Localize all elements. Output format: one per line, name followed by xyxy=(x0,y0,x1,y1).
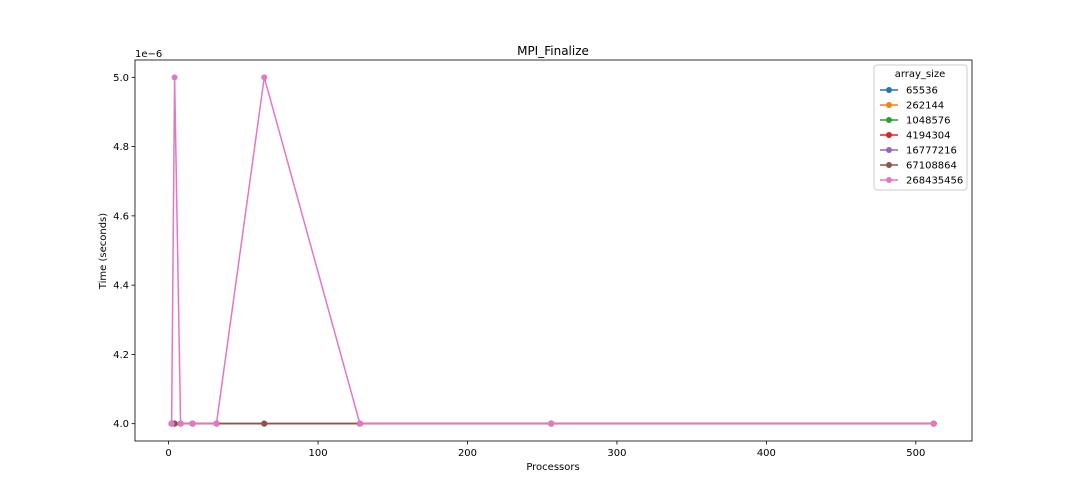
x-tick-label: 400 xyxy=(757,448,776,459)
legend-item: 67108864 xyxy=(880,161,957,172)
legend-label: 65536 xyxy=(906,86,938,97)
data-point xyxy=(171,74,178,81)
y-tick-label: 4.0 xyxy=(113,419,129,430)
y-tick-label: 4.6 xyxy=(113,211,129,222)
y-tick-label: 4.8 xyxy=(113,142,129,153)
x-axis-label: Processors xyxy=(526,462,579,473)
chart-title: MPI_Finalize xyxy=(517,44,589,58)
legend-marker xyxy=(886,147,892,153)
series-268435456 xyxy=(168,74,937,427)
legend-label: 1048576 xyxy=(906,116,951,127)
data-point xyxy=(189,420,196,427)
x-tick-label: 200 xyxy=(458,448,477,459)
x-tick-label: 0 xyxy=(165,448,171,459)
legend-item: 268435456 xyxy=(880,176,963,187)
legend-marker xyxy=(886,132,892,138)
legend-item: 262144 xyxy=(880,101,944,112)
legend-label: 67108864 xyxy=(906,161,957,172)
legend-marker xyxy=(886,102,892,108)
y-tick-label: 4.4 xyxy=(113,281,129,292)
legend-item: 65536 xyxy=(880,86,938,97)
legend-marker xyxy=(886,117,892,123)
legend: array_size 65536 262144 1048576 4194304 1677… xyxy=(873,64,968,191)
data-point xyxy=(168,420,175,427)
x-tick-label: 300 xyxy=(607,448,626,459)
y-axis-label: Time (seconds) xyxy=(98,213,109,290)
data-point xyxy=(356,420,363,427)
legend-item: 1048576 xyxy=(880,116,951,127)
legend-box xyxy=(873,64,968,191)
legend-title: array_size xyxy=(895,69,946,80)
data-point xyxy=(177,420,184,427)
legend-marker xyxy=(886,162,892,168)
y-tick-label: 5.0 xyxy=(113,73,129,84)
legend-item: 4194304 xyxy=(880,131,951,142)
y-axis-ticks: 4.0 4.2 4.4 4.6 4.8 5.0 xyxy=(113,73,135,430)
y-tick-label: 4.2 xyxy=(113,350,129,361)
series-layer xyxy=(168,74,937,427)
x-tick-label: 500 xyxy=(906,448,925,459)
x-axis-ticks: 0 100 200 300 400 500 xyxy=(165,441,925,459)
data-point xyxy=(930,420,937,427)
legend-item: 16777216 xyxy=(880,146,957,157)
data-point xyxy=(548,420,555,427)
legend-label: 4194304 xyxy=(906,131,951,142)
legend-marker xyxy=(886,177,892,183)
legend-marker xyxy=(886,87,892,93)
data-point xyxy=(213,420,220,427)
x-tick-label: 100 xyxy=(309,448,328,459)
legend-label: 16777216 xyxy=(906,146,957,157)
data-point xyxy=(261,420,268,427)
data-point xyxy=(261,74,268,81)
plot-area-frame xyxy=(134,59,973,442)
y-axis-offset-label: 1e−6 xyxy=(135,49,162,60)
legend-items: 65536 262144 1048576 4194304 16777216 6710886… xyxy=(880,86,963,187)
legend-label: 268435456 xyxy=(906,176,963,187)
legend-label: 262144 xyxy=(906,101,944,112)
